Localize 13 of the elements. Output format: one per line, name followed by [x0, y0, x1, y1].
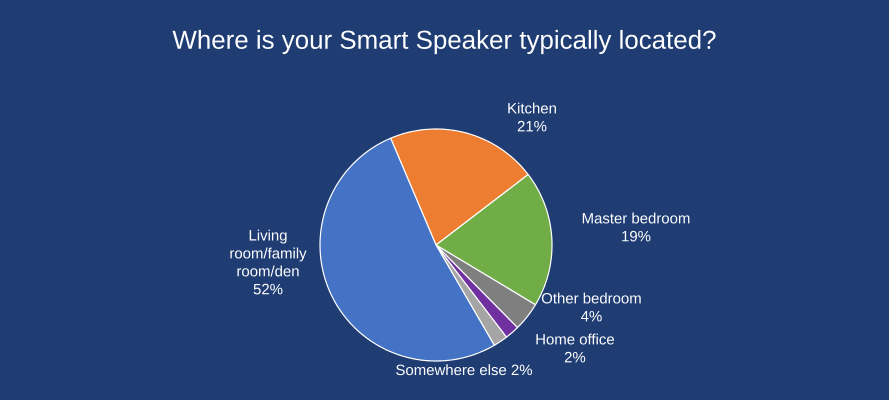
slice-label: Master bedroom [582, 212, 690, 224]
data-label: 2% [512, 364, 532, 376]
data-label: 19% [622, 230, 650, 242]
chart-title: Where is your Smart Speaker typically located? [172, 30, 716, 54]
slice-label: Somewhere else [396, 364, 506, 376]
data-label: 2% [564, 352, 586, 362]
slice-label: Home office [536, 334, 614, 345]
data-label: 52% [254, 284, 282, 294]
data-label: 21% [518, 120, 546, 132]
slice-label: Other bedroom [542, 292, 641, 304]
data-label: 4% [581, 310, 602, 322]
slice-label: Kitchen [508, 102, 556, 114]
slice-label: Living room/family room/den [230, 230, 307, 276]
